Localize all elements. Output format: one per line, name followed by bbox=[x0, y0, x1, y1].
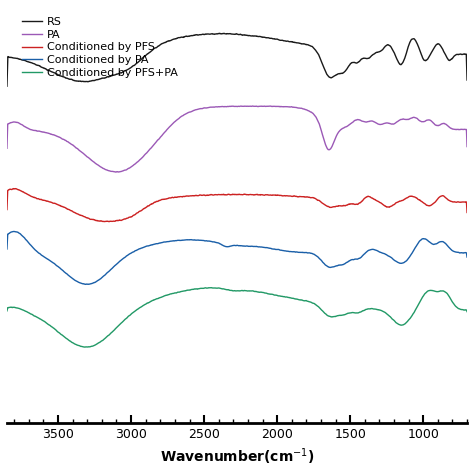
RS bbox=[221, 30, 227, 36]
Conditioned by PFS+PA bbox=[4, 308, 10, 314]
PA bbox=[84, 154, 90, 159]
Conditioned by PFS+PA bbox=[84, 344, 90, 350]
Line: Conditioned by PFS+PA: Conditioned by PFS+PA bbox=[7, 288, 467, 347]
Conditioned by PA bbox=[201, 237, 207, 243]
Conditioned by PFS bbox=[456, 199, 461, 205]
Conditioned by PA bbox=[85, 282, 91, 287]
Conditioned by PFS+PA bbox=[464, 309, 470, 314]
Line: RS: RS bbox=[7, 33, 467, 86]
PA bbox=[56, 134, 62, 140]
Conditioned by PFS+PA bbox=[56, 330, 62, 336]
RS bbox=[456, 52, 461, 57]
Conditioned by PFS bbox=[464, 210, 470, 215]
PA bbox=[4, 146, 10, 151]
RS bbox=[4, 83, 10, 89]
Conditioned by PA bbox=[57, 265, 63, 271]
Line: PA: PA bbox=[7, 106, 467, 172]
X-axis label: Wavenumber(cm$^{-1}$): Wavenumber(cm$^{-1}$) bbox=[160, 447, 314, 467]
PA bbox=[464, 144, 470, 149]
Conditioned by PA bbox=[456, 249, 461, 255]
Conditioned by PA bbox=[406, 255, 411, 261]
Line: Conditioned by PFS: Conditioned by PFS bbox=[7, 189, 467, 222]
Conditioned by PFS bbox=[84, 215, 90, 220]
Conditioned by PFS bbox=[12, 186, 18, 191]
Conditioned by PFS+PA bbox=[201, 285, 206, 291]
Conditioned by PFS bbox=[181, 194, 187, 200]
Conditioned by PFS+PA bbox=[209, 285, 214, 291]
Conditioned by PA bbox=[10, 228, 16, 234]
Conditioned by PFS+PA bbox=[181, 288, 186, 294]
Conditioned by PA bbox=[84, 281, 90, 287]
RS bbox=[406, 43, 411, 48]
PA bbox=[113, 169, 118, 175]
Conditioned by PFS bbox=[406, 194, 411, 200]
Conditioned by PFS bbox=[201, 192, 207, 198]
Conditioned by PFS+PA bbox=[82, 344, 87, 350]
PA bbox=[406, 117, 411, 122]
Conditioned by PA bbox=[181, 237, 187, 243]
Conditioned by PA bbox=[464, 254, 470, 260]
Conditioned by PFS bbox=[4, 207, 10, 212]
Conditioned by PA bbox=[4, 246, 10, 252]
RS bbox=[84, 79, 90, 84]
Conditioned by PFS+PA bbox=[406, 317, 411, 323]
RS bbox=[464, 77, 470, 83]
Conditioned by PFS+PA bbox=[456, 306, 461, 311]
RS bbox=[181, 35, 186, 40]
RS bbox=[56, 73, 62, 79]
PA bbox=[201, 105, 206, 111]
Legend: RS, PA, Conditioned by PFS, Conditioned by PA, Conditioned by PFS+PA: RS, PA, Conditioned by PFS, Conditioned … bbox=[17, 12, 182, 82]
Conditioned by PFS bbox=[57, 202, 63, 208]
RS bbox=[201, 31, 206, 37]
Conditioned by PFS bbox=[106, 219, 111, 225]
PA bbox=[181, 112, 186, 118]
PA bbox=[249, 103, 255, 109]
PA bbox=[456, 127, 461, 132]
Line: Conditioned by PA: Conditioned by PA bbox=[7, 231, 467, 284]
